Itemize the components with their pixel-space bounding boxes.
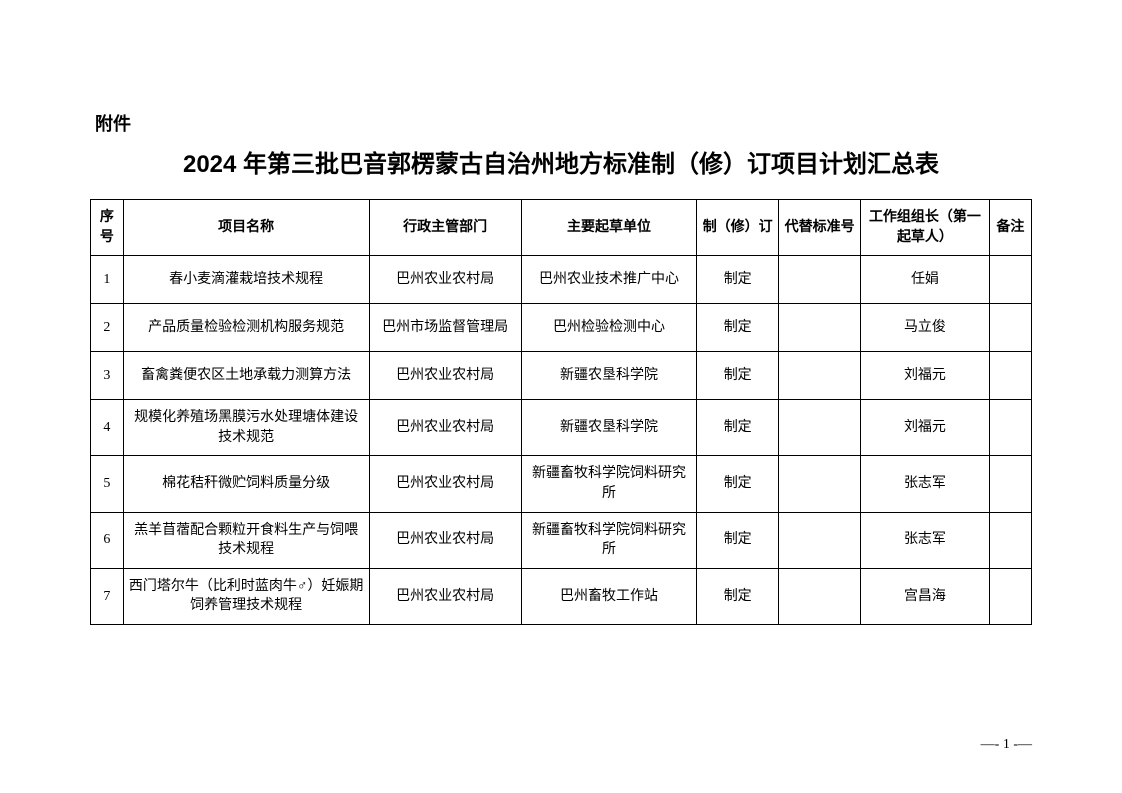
cell-note bbox=[989, 256, 1031, 304]
table-body: 1 春小麦滴灌栽培技术规程 巴州农业农村局 巴州农业技术推广中心 制定 任娟 2… bbox=[91, 256, 1032, 625]
cell-note bbox=[989, 400, 1031, 456]
cell-draft-unit: 巴州检验检测中心 bbox=[521, 304, 697, 352]
cell-leader: 刘福元 bbox=[861, 400, 990, 456]
cell-name: 春小麦滴灌栽培技术规程 bbox=[123, 256, 369, 304]
cell-dept: 巴州农业农村局 bbox=[369, 568, 521, 624]
cell-index: 1 bbox=[91, 256, 124, 304]
cell-dept: 巴州农业农村局 bbox=[369, 400, 521, 456]
cell-replace bbox=[779, 568, 861, 624]
cell-name: 规模化养殖场黑膜污水处理塘体建设技术规范 bbox=[123, 400, 369, 456]
cell-replace bbox=[779, 352, 861, 400]
cell-name: 产品质量检验检测机构服务规范 bbox=[123, 304, 369, 352]
header-leader: 工作组组长（第一起草人） bbox=[861, 200, 990, 256]
table-row: 1 春小麦滴灌栽培技术规程 巴州农业农村局 巴州农业技术推广中心 制定 任娟 bbox=[91, 256, 1032, 304]
table-row: 4 规模化养殖场黑膜污水处理塘体建设技术规范 巴州农业农村局 新疆农垦科学院 制… bbox=[91, 400, 1032, 456]
table-row: 7 西门塔尔牛（比利时蓝肉牛♂）妊娠期饲养管理技术规程 巴州农业农村局 巴州畜牧… bbox=[91, 568, 1032, 624]
cell-type: 制定 bbox=[697, 400, 779, 456]
cell-type: 制定 bbox=[697, 256, 779, 304]
header-note: 备注 bbox=[989, 200, 1031, 256]
cell-type: 制定 bbox=[697, 304, 779, 352]
cell-leader: 任娟 bbox=[861, 256, 990, 304]
cell-leader: 马立俊 bbox=[861, 304, 990, 352]
cell-note bbox=[989, 304, 1031, 352]
cell-note bbox=[989, 352, 1031, 400]
cell-index: 7 bbox=[91, 568, 124, 624]
cell-replace bbox=[779, 456, 861, 512]
header-index: 序号 bbox=[91, 200, 124, 256]
cell-leader: 刘福元 bbox=[861, 352, 990, 400]
cell-name: 西门塔尔牛（比利时蓝肉牛♂）妊娠期饲养管理技术规程 bbox=[123, 568, 369, 624]
table-row: 2 产品质量检验检测机构服务规范 巴州市场监督管理局 巴州检验检测中心 制定 马… bbox=[91, 304, 1032, 352]
header-replace: 代替标准号 bbox=[779, 200, 861, 256]
cell-replace bbox=[779, 400, 861, 456]
cell-leader: 宫昌海 bbox=[861, 568, 990, 624]
cell-index: 6 bbox=[91, 512, 124, 568]
header-name: 项目名称 bbox=[123, 200, 369, 256]
cell-type: 制定 bbox=[697, 568, 779, 624]
cell-dept: 巴州农业农村局 bbox=[369, 256, 521, 304]
cell-leader: 张志军 bbox=[861, 512, 990, 568]
cell-index: 3 bbox=[91, 352, 124, 400]
page-number: —- 1 -— bbox=[981, 737, 1032, 753]
table-row: 6 羔羊苜蓿配合颗粒开食料生产与饲喂技术规程 巴州农业农村局 新疆畜牧科学院饲料… bbox=[91, 512, 1032, 568]
cell-index: 2 bbox=[91, 304, 124, 352]
cell-draft-unit: 新疆农垦科学院 bbox=[521, 352, 697, 400]
cell-dept: 巴州农业农村局 bbox=[369, 352, 521, 400]
cell-type: 制定 bbox=[697, 456, 779, 512]
table-row: 5 棉花秸秆微贮饲料质量分级 巴州农业农村局 新疆畜牧科学院饲料研究所 制定 张… bbox=[91, 456, 1032, 512]
cell-note bbox=[989, 512, 1031, 568]
page-title: 2024 年第三批巴音郭楞蒙古自治州地方标准制（修）订项目计划汇总表 bbox=[90, 144, 1032, 179]
cell-draft-unit: 新疆畜牧科学院饲料研究所 bbox=[521, 456, 697, 512]
cell-type: 制定 bbox=[697, 512, 779, 568]
cell-note bbox=[989, 456, 1031, 512]
header-type: 制（修）订 bbox=[697, 200, 779, 256]
cell-type: 制定 bbox=[697, 352, 779, 400]
cell-name: 畜禽粪便农区土地承载力测算方法 bbox=[123, 352, 369, 400]
header-dept: 行政主管部门 bbox=[369, 200, 521, 256]
cell-index: 5 bbox=[91, 456, 124, 512]
cell-dept: 巴州农业农村局 bbox=[369, 456, 521, 512]
cell-note bbox=[989, 568, 1031, 624]
cell-replace bbox=[779, 304, 861, 352]
table-row: 3 畜禽粪便农区土地承载力测算方法 巴州农业农村局 新疆农垦科学院 制定 刘福元 bbox=[91, 352, 1032, 400]
standards-table: 序号 项目名称 行政主管部门 主要起草单位 制（修）订 代替标准号 工作组组长（… bbox=[90, 199, 1032, 625]
cell-leader: 张志军 bbox=[861, 456, 990, 512]
cell-name: 羔羊苜蓿配合颗粒开食料生产与饲喂技术规程 bbox=[123, 512, 369, 568]
attachment-label: 附件 bbox=[95, 110, 1032, 136]
table-header-row: 序号 项目名称 行政主管部门 主要起草单位 制（修）订 代替标准号 工作组组长（… bbox=[91, 200, 1032, 256]
cell-name: 棉花秸秆微贮饲料质量分级 bbox=[123, 456, 369, 512]
cell-draft-unit: 新疆农垦科学院 bbox=[521, 400, 697, 456]
cell-replace bbox=[779, 512, 861, 568]
cell-draft-unit: 巴州畜牧工作站 bbox=[521, 568, 697, 624]
header-draft-unit: 主要起草单位 bbox=[521, 200, 697, 256]
cell-replace bbox=[779, 256, 861, 304]
cell-draft-unit: 巴州农业技术推广中心 bbox=[521, 256, 697, 304]
cell-draft-unit: 新疆畜牧科学院饲料研究所 bbox=[521, 512, 697, 568]
cell-index: 4 bbox=[91, 400, 124, 456]
cell-dept: 巴州农业农村局 bbox=[369, 512, 521, 568]
cell-dept: 巴州市场监督管理局 bbox=[369, 304, 521, 352]
